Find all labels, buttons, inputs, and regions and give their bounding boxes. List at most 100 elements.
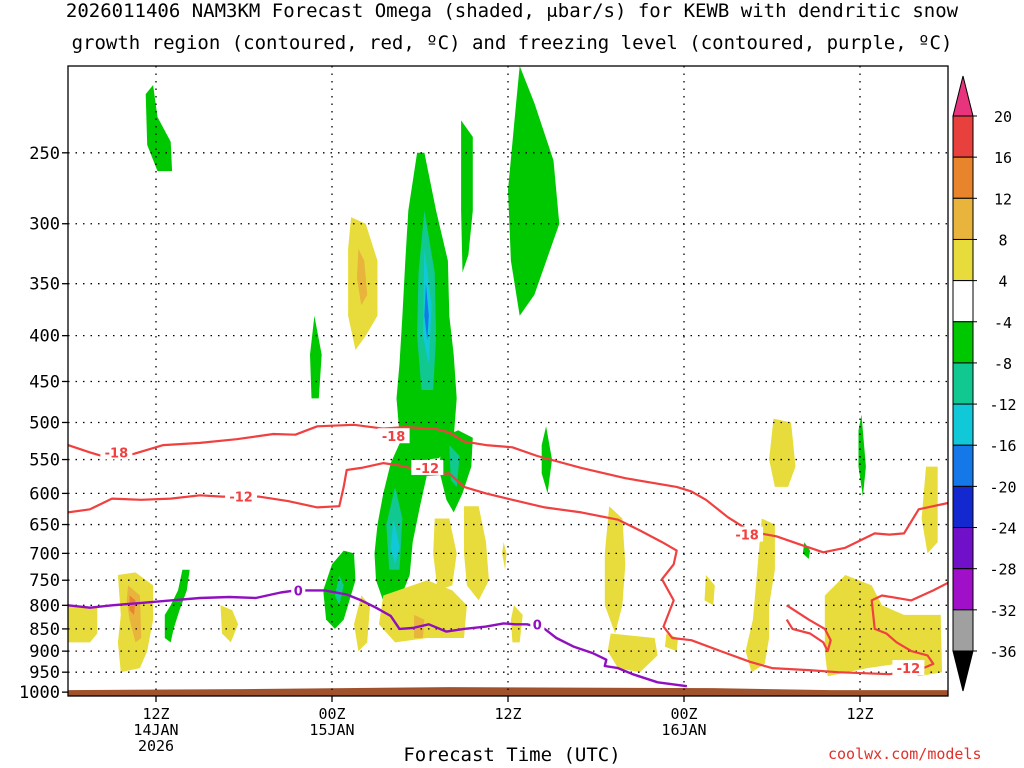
plot-frame (67, 65, 949, 697)
omega-region-15 (334, 575, 344, 606)
colorbar-cell-5 (952, 321, 974, 364)
colorbar: 20 16 12 8 4 -4 -8 -12 -16 -20 -24 -28 -32 -36 (952, 75, 1017, 692)
omega-region-27 (433, 518, 457, 591)
x-tick-label-6-1: 14JAN (133, 721, 178, 739)
colorbar-label-10: -24 (989, 520, 1016, 538)
y-tick-label-650: 650 (29, 516, 60, 536)
freezing-label-bg-0 (291, 582, 306, 598)
x-tick-label-42-1: 16JAN (661, 721, 706, 739)
x-tick-label-18-1: 15JAN (309, 721, 354, 739)
omega-region-0 (145, 85, 173, 172)
axes: 2503003504004505005506006507007508008509… (19, 65, 949, 755)
colorbar-label-2: 12 (994, 190, 1012, 208)
omega-region-18 (424, 283, 429, 341)
dendritic-label-bg-5 (892, 660, 925, 676)
omega-region-9 (164, 569, 190, 643)
colorbar-cell-8 (952, 444, 974, 487)
omega-region-30 (604, 506, 626, 634)
omega-region-12 (417, 210, 437, 390)
dendritic-label-5: -12 (897, 662, 921, 677)
y-tick-label-600: 600 (29, 484, 60, 504)
omega-region-35 (824, 575, 943, 677)
dendritic-contour-6 (785, 604, 832, 653)
omega-region-6 (508, 66, 560, 316)
dendritic-contour-0 (67, 423, 949, 554)
y-tick-label-950: 950 (29, 663, 60, 683)
omega-region-10 (858, 414, 866, 497)
y-tick-label-750: 750 (29, 571, 60, 591)
omega-region-25 (378, 580, 467, 643)
omega-region-23 (220, 605, 239, 643)
omega-region-37 (356, 248, 368, 306)
omega-region-33 (704, 575, 715, 606)
colorbar-cell-7 (952, 403, 974, 446)
colorbar-cell-9 (952, 485, 974, 529)
omega-region-11 (802, 542, 811, 559)
colorbar-cell-10 (952, 527, 974, 570)
omega-region-1 (310, 315, 322, 399)
omega-region-38 (126, 585, 142, 643)
colorbar-label-11: -28 (989, 561, 1016, 579)
omega-region-14 (449, 445, 460, 487)
terrain (68, 687, 948, 696)
y-tick-label-400: 400 (29, 327, 60, 347)
y-tick-label-800: 800 (29, 596, 60, 616)
omega-region-16 (422, 248, 432, 364)
dendritic-label-bg-1 (100, 444, 133, 460)
colorbar-cell-3 (952, 238, 974, 282)
colorbar-label-3: 8 (998, 231, 1007, 249)
dendritic-contour-3 (67, 462, 949, 676)
colorbar-label-4: 4 (998, 273, 1007, 291)
colorbar-cell-11 (952, 568, 974, 611)
dendritic-label-0: -18 (382, 430, 406, 445)
x-tick-label-54-0: 12Z (846, 705, 873, 723)
omega-region-3 (374, 434, 429, 606)
omega-region-32 (664, 633, 679, 652)
omega-region-39 (414, 614, 425, 638)
omega-region-28 (502, 542, 507, 570)
y-tick-label-500: 500 (29, 413, 60, 433)
y-tick-label-900: 900 (29, 642, 60, 662)
omega-region-2 (396, 152, 457, 460)
colorbar-label-5: -4 (994, 314, 1012, 332)
omega-region-29 (510, 605, 523, 643)
x-tick-label-42-0: 00Z (670, 705, 697, 723)
colorbar-cell-1 (952, 156, 974, 199)
omega-region-22 (117, 572, 154, 673)
dendritic-label-3: -12 (229, 491, 253, 506)
omega-region-7 (541, 426, 552, 494)
colorbar-label-1: 16 (994, 149, 1012, 167)
colorbar-cell-4 (952, 280, 974, 323)
chart-title-line-1: 2026011406 NAM3KM Forecast Omega (shaded… (65, 0, 959, 22)
x-tick-label-18-0: 00Z (318, 705, 345, 723)
omega-region-5 (461, 120, 473, 273)
y-tick-label-300: 300 (29, 215, 60, 235)
omega-region-4 (439, 430, 473, 513)
source-credit: coolwx.com/models (828, 745, 982, 763)
dendritic-label-1: -18 (105, 446, 129, 461)
omega-region-24 (354, 595, 371, 652)
colorbar-label-8: -16 (989, 437, 1016, 455)
chart-title-line-2: growth region (contoured, red, ºC) and f… (71, 32, 953, 54)
y-tick-label-700: 700 (29, 544, 60, 564)
omega-region-8 (323, 550, 356, 629)
omega-region-19 (348, 217, 378, 350)
dendritic-label-bg-2 (731, 526, 764, 542)
y-tick-label-450: 450 (29, 372, 60, 392)
freezing-label-0: 0 (294, 584, 303, 599)
dendritic-label-bg-0 (377, 428, 410, 444)
x-tick-label-6-0: 12Z (142, 705, 169, 723)
y-tick-label-250: 250 (29, 144, 60, 164)
omega-region-20 (769, 418, 796, 487)
dendritic-label-4: -12 (416, 462, 440, 477)
freezing-label-bg-1 (530, 616, 545, 632)
colorbar-top-arrow (952, 75, 974, 117)
contour-lines: -18 -18 -18 -12 -12 -12 0 0 (67, 423, 949, 688)
grid-lines (68, 66, 948, 696)
dendritic-label-bg-4 (411, 459, 444, 475)
omega-region-26 (464, 506, 489, 601)
x-tick-label-30-0: 12Z (494, 705, 521, 723)
colorbar-label-9: -20 (989, 478, 1016, 496)
omega-region-21 (68, 605, 98, 643)
